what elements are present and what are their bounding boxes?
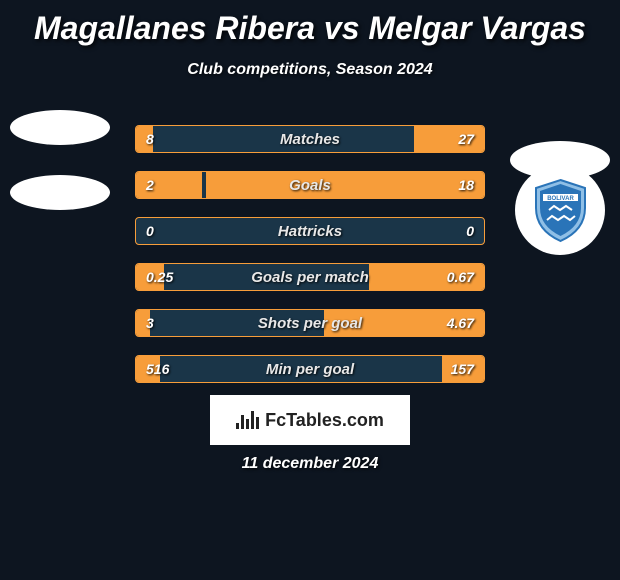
stat-bar: 3Shots per goal4.67 xyxy=(135,309,485,337)
bar-label: Goals xyxy=(136,172,484,198)
bar-label: Goals per match xyxy=(136,264,484,290)
club-badge-label: BOLIVAR xyxy=(547,196,574,202)
bar-value-right: 157 xyxy=(441,356,484,382)
bar-value-right: 4.67 xyxy=(437,310,484,336)
bar-value-right: 0 xyxy=(456,218,484,244)
bar-label: Min per goal xyxy=(136,356,484,382)
footer-date: 11 december 2024 xyxy=(0,455,620,473)
bar-label: Matches xyxy=(136,126,484,152)
avatar-placeholder-icon xyxy=(10,175,110,210)
bar-label: Shots per goal xyxy=(136,310,484,336)
bar-label: Hattricks xyxy=(136,218,484,244)
page-title: Magallanes Ribera vs Melgar Vargas xyxy=(0,0,620,47)
stat-bar: 0Hattricks0 xyxy=(135,217,485,245)
comparison-bars: 8Matches27 2Goals18 0Hattricks0 0.25Goals p… xyxy=(135,125,485,383)
player-left-avatar xyxy=(10,110,110,210)
bar-value-right: 0.67 xyxy=(437,264,484,290)
bar-value-right: 27 xyxy=(448,126,484,152)
stat-bar: 8Matches27 xyxy=(135,125,485,153)
bar-chart-icon xyxy=(236,411,259,429)
brand-text: FcTables.com xyxy=(265,410,384,431)
brand-badge: FcTables.com xyxy=(210,395,410,445)
shield-icon: BOLIVAR xyxy=(533,178,588,243)
stat-bar: 0.25Goals per match0.67 xyxy=(135,263,485,291)
club-badge: BOLIVAR xyxy=(515,165,605,255)
stat-bar: 516Min per goal157 xyxy=(135,355,485,383)
bar-value-right: 18 xyxy=(448,172,484,198)
stat-bar: 2Goals18 xyxy=(135,171,485,199)
subtitle: Club competitions, Season 2024 xyxy=(0,61,620,79)
avatar-placeholder-icon xyxy=(10,110,110,145)
